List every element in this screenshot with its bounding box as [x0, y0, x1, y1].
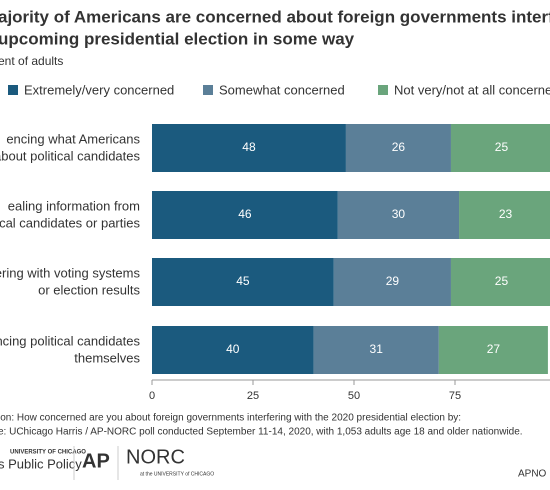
brand: APNO [518, 469, 547, 480]
logo: s Public Policy [0, 456, 82, 471]
bar-segment [333, 258, 451, 306]
x-tick-label: 25 [247, 390, 259, 402]
data-label: 40 [226, 342, 240, 356]
data-label: 46 [238, 207, 252, 221]
x-tick-label: 0 [149, 390, 155, 402]
logo: at the UNIVERSITY of CHICAGO [140, 471, 214, 477]
data-label: 27 [487, 342, 501, 356]
footer-question: ion: How concerned are you about foreign… [0, 413, 461, 424]
data-label: 45 [236, 274, 250, 288]
data-label: 48 [242, 140, 256, 154]
data-label: 29 [386, 274, 400, 288]
logo: AP [82, 450, 110, 472]
bar-segment [459, 191, 550, 239]
bar-segment [152, 124, 346, 172]
logo: UNIVERSITY OF CHICAGO [10, 450, 86, 456]
data-label: 25 [495, 140, 509, 154]
legend-swatch [378, 85, 388, 95]
data-label: 26 [392, 140, 406, 154]
legend-swatch [203, 85, 213, 95]
legend-label: Not very/not at all concerned [394, 82, 550, 97]
data-label: 31 [370, 342, 384, 356]
category-label: ealing information from [8, 198, 140, 213]
legend-label: Extremely/very concerned [24, 82, 174, 97]
bar-segment [345, 124, 451, 172]
bar-segment [152, 258, 334, 306]
legend-swatch [8, 85, 18, 95]
bar-segment [337, 191, 460, 239]
category-label: ical candidates or parties [0, 215, 140, 230]
category-label: ering with voting systems [0, 265, 140, 280]
bar-segment [450, 124, 550, 172]
x-tick-label: 50 [348, 390, 360, 402]
category-label: ncing political candidates [0, 333, 140, 348]
data-label: 23 [499, 207, 513, 221]
data-label: 30 [392, 207, 406, 221]
bar-segment [450, 258, 550, 306]
chart-title: ajority of Americans are concerned about… [0, 7, 550, 26]
category-label: themselves [74, 350, 140, 365]
bar-segment [152, 191, 338, 239]
bar-segment [152, 326, 314, 374]
category-label: encing what Americans [6, 131, 140, 146]
category-label: about political candidates [0, 148, 140, 163]
category-label: or election results [38, 282, 140, 297]
bar-segment [313, 326, 439, 374]
x-tick-label: 75 [449, 390, 461, 402]
data-label: 25 [495, 274, 509, 288]
legend-label: Somewhat concerned [219, 82, 345, 97]
chart-title: upcoming presidential election in some w… [0, 29, 355, 48]
logo: NORC [126, 446, 185, 468]
bar-segment [438, 326, 548, 374]
chart-subtitle: ent of adults [0, 54, 63, 68]
footer-source: e: UChicago Harris / AP-NORC poll conduc… [0, 427, 523, 438]
